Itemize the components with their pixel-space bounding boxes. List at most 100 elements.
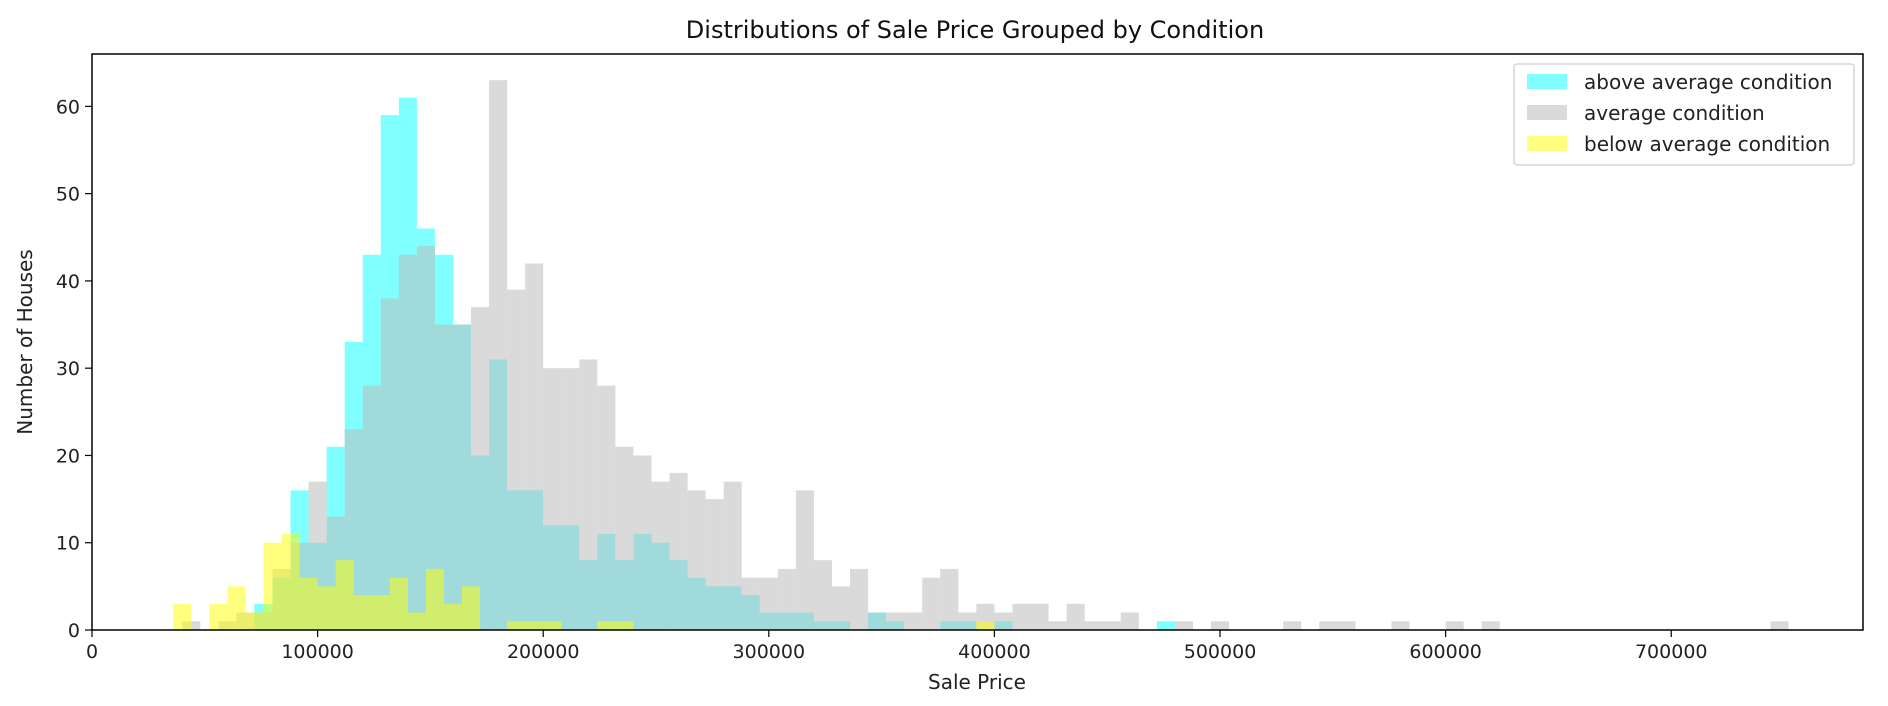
- bar-below-average-condition-21: [976, 621, 995, 630]
- legend-label-below-average-condition: below average condition: [1584, 132, 1830, 156]
- legend-swatch-above-average-condition: [1527, 74, 1567, 89]
- bar-below-average-condition-8: [335, 560, 354, 630]
- bar-below-average-condition-11: [389, 577, 408, 630]
- y-tick-label-0: 0: [68, 620, 80, 642]
- bar-average-condition-9: [362, 385, 381, 630]
- bar-average-condition-33: [795, 490, 814, 630]
- bar-average-condition-23: [615, 446, 634, 630]
- bar-average-condition-36: [850, 568, 869, 630]
- bar-below-average-condition-4: [263, 542, 282, 630]
- bar-average-condition-50: [1102, 621, 1121, 630]
- y-tick-label-1: 10: [56, 533, 80, 555]
- bar-below-average-condition-5: [281, 534, 300, 630]
- bar-average-condition-14: [452, 324, 472, 630]
- legend-box: [1513, 63, 1855, 166]
- bar-below-average-condition-2: [227, 586, 246, 630]
- bar-average-condition-12: [416, 246, 435, 630]
- bar-average-condition-44: [994, 612, 1013, 630]
- bar-below-average-condition-20: [615, 621, 634, 630]
- bar-average-condition-49: [1084, 621, 1103, 630]
- bar-average-condition-31: [759, 577, 778, 630]
- bar-average-condition-45: [1012, 603, 1031, 630]
- bar-below-average-condition-9: [353, 595, 372, 630]
- y-axis-title: Number of Houses: [13, 249, 37, 434]
- y-tick-label-6: 60: [56, 96, 80, 118]
- x-tick-label-2: 200000: [507, 641, 580, 663]
- bars-layer: [173, 80, 1789, 631]
- legend-swatch-average-condition: [1527, 105, 1567, 120]
- bar-average-condition-21: [579, 359, 598, 630]
- bar-below-average-condition-0: [173, 603, 192, 630]
- bar-average-condition-28: [705, 499, 724, 630]
- bar-average-condition-25: [651, 481, 670, 630]
- y-tick-label-5: 50: [56, 184, 80, 206]
- bar-below-average-condition-3: [245, 612, 264, 630]
- bar-average-condition-35: [831, 586, 851, 630]
- legend: above average condition average condition…: [1513, 63, 1855, 166]
- bar-below-average-condition-12: [407, 612, 426, 630]
- bar-average-condition-59: [1481, 621, 1500, 630]
- bar-average-condition-26: [669, 472, 688, 630]
- bar-average-condition-11: [398, 254, 417, 630]
- bar-average-condition-37: [868, 612, 887, 630]
- x-tick-label-7: 700000: [1635, 641, 1708, 663]
- y-tick-label-4: 40: [56, 271, 80, 293]
- bar-average-condition-13: [434, 324, 453, 630]
- bar-below-average-condition-7: [317, 586, 336, 630]
- bar-average-condition-42: [958, 612, 977, 630]
- bar-average-condition-30: [741, 577, 760, 630]
- bar-average-condition-52: [1174, 621, 1193, 630]
- bar-average-condition-10: [380, 298, 399, 630]
- bar-average-condition-29: [723, 481, 742, 630]
- legend-label-average-condition: average condition: [1584, 101, 1765, 125]
- series-below-average-condition: [173, 534, 995, 630]
- bar-average-condition-17: [507, 289, 526, 630]
- bar-average-condition-32: [777, 568, 796, 630]
- bar-below-average-condition-15: [461, 586, 481, 630]
- bar-average-condition-55: [1319, 621, 1338, 630]
- y-tick-label-3: 30: [56, 358, 80, 380]
- x-tick-label-0: 0: [86, 641, 98, 663]
- bar-below-average-condition-10: [371, 595, 390, 630]
- bar-below-average-condition-17: [525, 621, 544, 630]
- series-average-condition: [182, 80, 1789, 630]
- bar-average-condition-24: [633, 455, 652, 630]
- bar-below-average-condition-6: [299, 577, 318, 630]
- x-tick-label-6: 600000: [1409, 641, 1482, 663]
- legend-label-above-average-condition: above average condition: [1584, 70, 1832, 94]
- bar-average-condition-15: [471, 307, 490, 630]
- bar-below-average-condition-13: [425, 568, 444, 630]
- bar-average-condition-20: [561, 368, 580, 630]
- bar-average-condition-18: [525, 263, 544, 630]
- bar-average-condition-40: [922, 577, 941, 630]
- x-tick-label-4: 400000: [958, 641, 1031, 663]
- bar-average-condition-46: [1030, 603, 1049, 630]
- bar-average-condition-48: [1066, 603, 1085, 630]
- x-tick-label-5: 500000: [1184, 641, 1257, 663]
- bar-average-condition-38: [886, 612, 905, 630]
- y-tick-label-2: 20: [56, 445, 80, 467]
- x-tick-label-1: 100000: [281, 641, 354, 663]
- bar-average-condition-53: [1211, 621, 1230, 630]
- bar-above-average-condition-38: [1156, 621, 1175, 630]
- bar-below-average-condition-16: [507, 621, 526, 630]
- bar-average-condition-19: [543, 368, 562, 630]
- x-axis-title: Sale Price: [928, 670, 1026, 694]
- bar-average-condition-51: [1120, 612, 1139, 630]
- bar-average-condition-57: [1391, 621, 1410, 630]
- bar-average-condition-27: [687, 490, 706, 630]
- chart-title: Distributions of Sale Price Grouped by C…: [686, 16, 1264, 44]
- bar-below-average-condition-1: [209, 603, 228, 630]
- bar-below-average-condition-19: [597, 621, 616, 630]
- bar-below-average-condition-18: [543, 621, 562, 630]
- legend-swatch-below-average-condition: [1527, 136, 1567, 151]
- bar-average-condition-22: [597, 385, 616, 630]
- bar-average-condition-47: [1048, 621, 1067, 630]
- bar-average-condition-34: [813, 560, 832, 630]
- y-axis: 0 10 20 30 40 50 60: [56, 96, 92, 642]
- x-axis: 0 100000 200000 300000 400000 500000 600000 700…: [86, 630, 1708, 663]
- bar-average-condition-16: [489, 80, 508, 630]
- bar-average-condition-41: [940, 568, 959, 630]
- bar-average-condition-39: [904, 612, 923, 630]
